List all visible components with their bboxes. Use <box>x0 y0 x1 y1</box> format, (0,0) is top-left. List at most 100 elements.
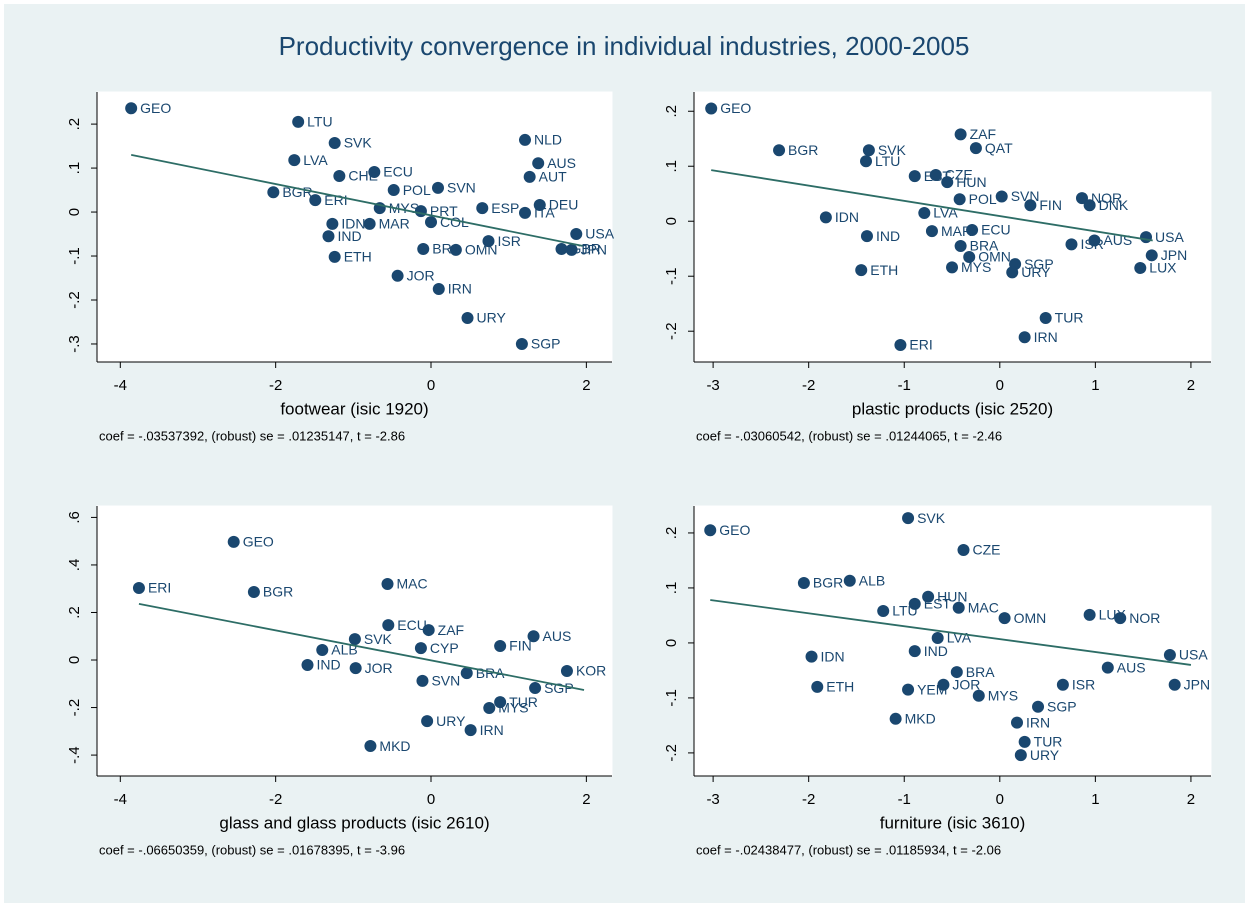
point-label: IRN <box>480 722 504 738</box>
note: coef = -.03537392, (robust) se = .012351… <box>99 428 405 443</box>
point <box>381 577 394 590</box>
point-label: URY <box>436 713 466 729</box>
point <box>125 102 138 115</box>
point <box>364 740 377 753</box>
point-label: HUN <box>956 174 986 190</box>
point-label: POL <box>403 182 431 198</box>
x-tick-label: 2 <box>1187 791 1195 808</box>
point <box>1024 199 1037 212</box>
y-tick-label: -.1 <box>663 689 680 707</box>
point <box>946 261 959 274</box>
point-label: MKD <box>379 738 410 754</box>
point-label: MAC <box>397 576 428 592</box>
point-label: ECU <box>383 164 413 180</box>
y-tick-label: 0 <box>663 217 680 225</box>
point-label: EST <box>924 596 952 612</box>
x-axis-title: footwear (isic 1920) <box>280 399 428 418</box>
point-label: OMN <box>465 242 498 258</box>
point-label: ETH <box>344 249 372 265</box>
point <box>288 154 301 167</box>
fit-line <box>711 169 1153 242</box>
point <box>908 645 921 658</box>
point-label: IND <box>924 643 948 659</box>
point-label: ETH <box>826 679 854 695</box>
point-label: IND <box>337 228 361 244</box>
x-tick-label: -2 <box>269 377 282 394</box>
x-tick-label: -2 <box>802 377 815 394</box>
x-tick-label: -4 <box>114 791 127 808</box>
point <box>894 338 907 351</box>
point-label: AUT <box>539 169 567 185</box>
point <box>860 230 873 243</box>
note: coef = -.02438477, (robust) se = .011859… <box>696 842 1001 857</box>
point <box>811 680 824 693</box>
point <box>519 133 532 146</box>
point <box>461 312 474 325</box>
y-tick-label: .1 <box>66 162 83 175</box>
point-label: OMN <box>1014 610 1047 626</box>
point-label: JOR <box>952 676 980 692</box>
point-label: DEU <box>549 197 579 213</box>
point <box>519 206 532 219</box>
plot-region <box>693 91 1212 363</box>
point-label: ISR <box>497 233 520 249</box>
point <box>476 202 489 215</box>
point <box>860 155 873 168</box>
point-label: QAT <box>985 140 1013 156</box>
point-label: GEO <box>140 100 171 116</box>
point <box>1011 716 1024 729</box>
point <box>998 612 1011 625</box>
point <box>1056 678 1069 691</box>
point <box>995 190 1008 203</box>
point-label: LTU <box>875 153 900 169</box>
point-label: LUX <box>1149 260 1177 276</box>
point <box>482 235 495 248</box>
point <box>494 639 507 652</box>
point-label: IRN <box>1034 329 1058 345</box>
point <box>247 586 260 599</box>
point-label: FIN <box>509 638 532 654</box>
point-label: USA <box>585 226 614 242</box>
point-label: CHE <box>348 168 378 184</box>
point <box>328 137 341 150</box>
point-label: SVK <box>364 631 393 647</box>
note: coef = -.06650359, (robust) se = .016783… <box>99 842 405 857</box>
point-label: CZE <box>972 542 1000 558</box>
x-tick-label: -2 <box>269 791 282 808</box>
point <box>1039 312 1052 325</box>
point-label: DNK <box>1099 197 1129 213</box>
point-label: TUR <box>1034 734 1063 750</box>
point <box>301 659 314 672</box>
point <box>908 597 921 610</box>
point-label: URY <box>477 310 507 326</box>
y-tick-label: .2 <box>663 105 680 118</box>
point <box>414 642 427 655</box>
fit-line <box>131 154 583 247</box>
point-label: TUR <box>509 694 538 710</box>
point <box>1168 678 1181 691</box>
point <box>464 724 477 737</box>
point <box>1140 231 1153 244</box>
point-label: AUS <box>1117 659 1146 675</box>
point <box>889 712 902 725</box>
x-tick-label: 2 <box>582 377 590 394</box>
point-label: POL <box>969 191 997 207</box>
y-tick-label: 0 <box>663 639 680 647</box>
x-tick-label: -2 <box>802 791 815 808</box>
point <box>925 225 938 238</box>
point <box>387 184 400 197</box>
point <box>363 217 376 230</box>
point <box>931 631 944 644</box>
point-label: MAC <box>968 599 999 615</box>
point <box>349 662 362 675</box>
point <box>843 574 856 587</box>
point <box>570 228 583 241</box>
point-label: LTU <box>307 114 332 130</box>
x-tick-label: -3 <box>706 791 719 808</box>
point <box>425 216 438 229</box>
y-tick-label: .1 <box>663 582 680 595</box>
point-label: GEO <box>243 534 274 550</box>
x-tick-label: 0 <box>427 377 435 394</box>
point <box>929 169 942 182</box>
